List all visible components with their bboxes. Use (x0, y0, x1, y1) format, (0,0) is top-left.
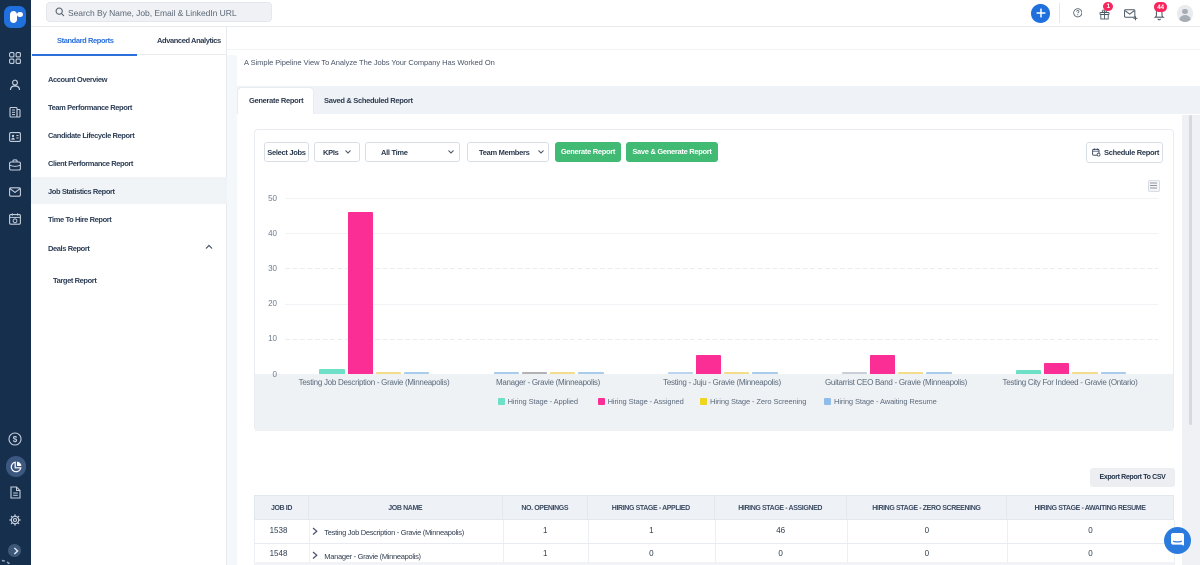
svg-text:$: $ (13, 435, 18, 444)
